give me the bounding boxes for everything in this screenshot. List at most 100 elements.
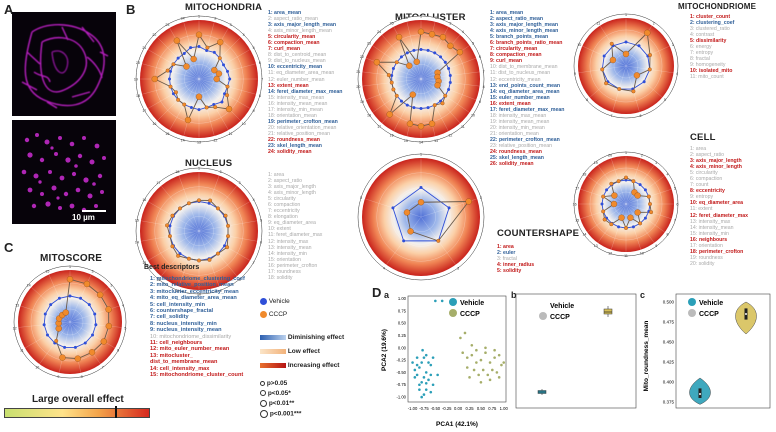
pca-point-cccp [488, 378, 492, 382]
radar-vehicle-point [399, 55, 403, 59]
radar-vehicle-point [182, 51, 186, 55]
legend-cccp: CCCP [260, 311, 287, 318]
radar-axis-label: 11 [229, 132, 233, 136]
pca-point-vehicle [429, 373, 433, 377]
radar-vehicle-point [447, 67, 451, 71]
radar-axis-label: 23 [367, 42, 371, 46]
radar-countershape: 1 2 3 4 5 [357, 152, 485, 281]
best-descriptors-title: Best descriptors [144, 264, 200, 271]
radar-axis-label: 21 [142, 46, 146, 50]
radar-cccp-point [648, 202, 652, 206]
radar-cccp-point [186, 201, 191, 206]
pca-point-vehicle [421, 348, 424, 352]
radar-vehicle-line [43, 295, 97, 348]
mito-network-vehicle [21, 24, 109, 109]
pca-point-vehicle [429, 363, 433, 367]
radar-cccp-point [624, 175, 628, 180]
radar-axis-label: 6 [259, 61, 261, 65]
pca-point-cccp [481, 368, 485, 372]
radar-vehicle-point [68, 294, 72, 298]
radar-axis-label: 20 [136, 61, 140, 65]
pca-y-label: PCA2 (19.6%) [381, 329, 388, 371]
feature-item: 16: neighbours [690, 236, 728, 243]
pca-point-cccp [493, 348, 496, 352]
pca-point-vehicle [418, 383, 421, 387]
radar-vehicle-point [212, 50, 216, 54]
pca-x-tick: -0.75 [419, 406, 429, 411]
radar-axis-label: 1 [69, 265, 71, 269]
label-low: Low effect [287, 348, 320, 355]
radar-axis-label: 6 [479, 55, 481, 59]
radar-vehicle-point [602, 54, 606, 58]
radar-cccp-point [647, 67, 652, 72]
pca-y-tick: 0.00 [398, 345, 407, 350]
radar-vehicle-point [83, 341, 87, 345]
radar-axis-label: 5 [674, 187, 676, 191]
radar-vehicle-point [73, 345, 77, 349]
radar-cccp-point [55, 325, 62, 332]
radar-cccp-point [634, 192, 641, 199]
radar-cccp-point [165, 68, 170, 73]
box-legend-cccp-marker [539, 312, 547, 320]
legend-vehicle-marker [260, 298, 267, 305]
feature-item: 24: solidity_mean [268, 149, 312, 156]
radar-vehicle-point [45, 333, 49, 337]
feature-item: 3: clustered_ratio [690, 26, 730, 33]
radar-axis-label: 10 [35, 366, 39, 370]
pca-y-ticks: 1.00 0.75 0.50 0.25 0.00 -0.25 -0.50 -0.75 -1.00 [396, 296, 406, 400]
feature-item: 6: compaction_mean [268, 40, 320, 47]
pca-points [411, 299, 506, 399]
feature-item: 18: perimeter_crofton [690, 248, 744, 255]
feature-item: 9: curl_mean [490, 58, 523, 65]
radar-cccp-point [617, 87, 622, 91]
radar-vehicle-point [643, 188, 647, 192]
radar-vehicle-point [391, 206, 395, 210]
radar-cccp-point [611, 192, 618, 199]
pca-legend-cccp-marker [449, 309, 457, 317]
radar-vehicle-point [447, 206, 451, 210]
pca-point-vehicle [420, 361, 423, 364]
feature-item: 17: orientation [690, 242, 723, 249]
legend-low: Low effect [260, 348, 320, 355]
radar-axis-label: 12 [156, 278, 160, 282]
radar-cccp-point [609, 181, 614, 186]
radar-vehicle-point [168, 224, 172, 228]
feature-item: 17: roundness [268, 268, 301, 275]
pca-point-cccp [465, 366, 469, 369]
radar-cccp-point [406, 62, 413, 69]
feature-item: 8: eccentricity [690, 188, 725, 195]
feature-item: 19: roundness [690, 254, 723, 261]
radar-vehicle-point [93, 312, 97, 316]
feature-item: 15: intensity_max_mean [268, 94, 325, 101]
violin-y-label: Mito_roundness_mean [643, 321, 650, 392]
radar-vehicle-point [390, 73, 394, 77]
feature-item: 5: circularity_mean [268, 34, 316, 41]
pvalue-marker-2 [260, 390, 266, 397]
violin-median [699, 393, 701, 395]
radar-axis-label: 9 [253, 109, 255, 113]
pca-point-cccp [502, 361, 506, 364]
box-marks [537, 306, 613, 395]
feature-item: 17: intensity_min_mean [268, 106, 323, 113]
pca-point-cccp [470, 344, 474, 347]
radar-axis-label: 7 [102, 366, 104, 370]
feature-item: 24: roundness_mean [490, 149, 542, 156]
feature-item: 2: euler [497, 250, 516, 257]
feature-item: 9: dist_to_nucleus_mean [268, 58, 326, 65]
radar-axis-label: 24 [377, 30, 381, 34]
legend-pvalue-4: p<0.001*** [260, 410, 301, 418]
radar-cccp-point [601, 209, 606, 214]
feature-item: dist_to_membrane_mean [150, 359, 218, 366]
radar-axis-label: 12 [608, 251, 612, 255]
feature-item: 22: roundness_mean [268, 136, 320, 143]
feature-item: 5: circularity [690, 170, 718, 177]
violin-marks [689, 301, 757, 405]
radar-axis-label: 11 [20, 348, 24, 352]
feature-item: 8: compaction_mean [490, 52, 542, 59]
pca-point-cccp [461, 351, 464, 354]
radar-cccp-point [600, 67, 605, 72]
feature-item: 2: mito_relative_position_mean [150, 282, 234, 289]
pca-point-cccp [459, 336, 462, 340]
